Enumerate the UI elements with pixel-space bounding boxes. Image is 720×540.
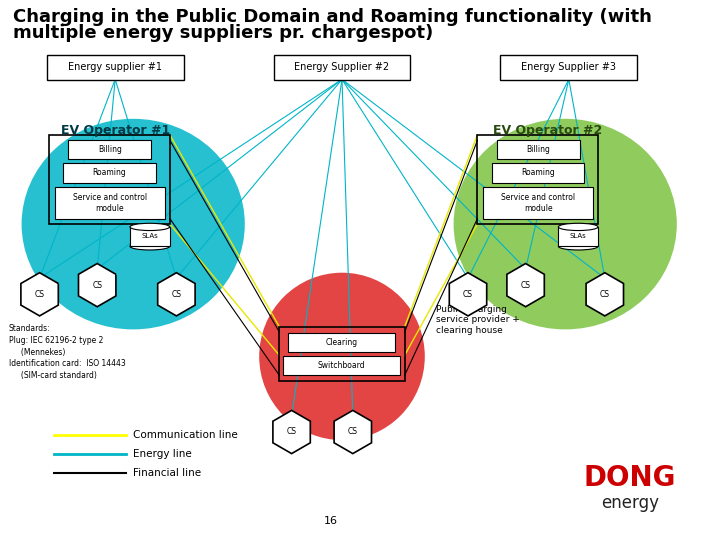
Text: Communication line: Communication line (133, 430, 238, 440)
Ellipse shape (22, 119, 245, 329)
Polygon shape (78, 264, 116, 307)
Text: Charging in the Public Domain and Roaming functionality (with: Charging in the Public Domain and Roamin… (13, 8, 652, 26)
Text: Energy supplier #1: Energy supplier #1 (68, 63, 162, 72)
Ellipse shape (454, 119, 677, 329)
Text: CS: CS (287, 428, 297, 436)
Text: CS: CS (521, 281, 531, 289)
FancyBboxPatch shape (274, 55, 410, 80)
Text: SLAs: SLAs (141, 233, 158, 239)
Text: CS: CS (171, 290, 181, 299)
Text: multiple energy suppliers pr. chargespot): multiple energy suppliers pr. chargespot… (13, 24, 433, 42)
Polygon shape (158, 273, 195, 316)
Text: Public Charging
service provider +
clearing house: Public Charging service provider + clear… (436, 305, 519, 335)
Polygon shape (507, 264, 544, 307)
FancyBboxPatch shape (559, 227, 598, 246)
FancyBboxPatch shape (55, 187, 165, 219)
Text: Standards:
Plug: IEC 62196-2 type 2
     (Mennekes)
Identification card:  ISO 14: Standards: Plug: IEC 62196-2 type 2 (Men… (9, 324, 125, 380)
Polygon shape (449, 273, 487, 316)
Ellipse shape (130, 242, 170, 250)
Ellipse shape (130, 223, 170, 231)
Polygon shape (334, 410, 372, 454)
Text: CS: CS (35, 290, 45, 299)
Text: CS: CS (92, 281, 102, 289)
Text: Billing: Billing (98, 145, 122, 154)
FancyBboxPatch shape (130, 227, 170, 246)
Text: Service and control
module: Service and control module (501, 193, 575, 213)
FancyBboxPatch shape (47, 55, 184, 80)
FancyBboxPatch shape (483, 187, 593, 219)
FancyBboxPatch shape (497, 140, 580, 159)
Text: Energy Supplier #2: Energy Supplier #2 (294, 63, 390, 72)
Text: Clearing: Clearing (325, 338, 357, 347)
FancyBboxPatch shape (68, 140, 151, 159)
Polygon shape (273, 410, 310, 454)
FancyBboxPatch shape (63, 163, 156, 183)
Text: Switchboard: Switchboard (318, 361, 365, 370)
FancyBboxPatch shape (500, 55, 637, 80)
Text: Energy Supplier #3: Energy Supplier #3 (521, 63, 616, 72)
Text: energy: energy (601, 494, 659, 512)
Polygon shape (586, 273, 624, 316)
Text: EV Operator #2: EV Operator #2 (493, 124, 603, 137)
Text: Billing: Billing (526, 145, 550, 154)
FancyBboxPatch shape (492, 163, 584, 183)
Text: SLAs: SLAs (570, 233, 587, 239)
Text: DONG: DONG (584, 464, 676, 492)
FancyBboxPatch shape (288, 333, 395, 352)
Text: 16: 16 (324, 516, 338, 526)
Polygon shape (21, 273, 58, 316)
Text: Roaming: Roaming (93, 168, 126, 177)
Text: Roaming: Roaming (521, 168, 554, 177)
FancyBboxPatch shape (283, 356, 400, 375)
Text: EV Operator #1: EV Operator #1 (61, 124, 171, 137)
Text: CS: CS (463, 290, 473, 299)
Ellipse shape (559, 242, 598, 250)
Text: CS: CS (600, 290, 610, 299)
Text: CS: CS (348, 428, 358, 436)
Text: Energy line: Energy line (133, 449, 192, 458)
Text: Service and control
module: Service and control module (73, 193, 147, 213)
Ellipse shape (259, 273, 425, 440)
Ellipse shape (559, 223, 598, 231)
Text: Financial line: Financial line (133, 468, 202, 477)
